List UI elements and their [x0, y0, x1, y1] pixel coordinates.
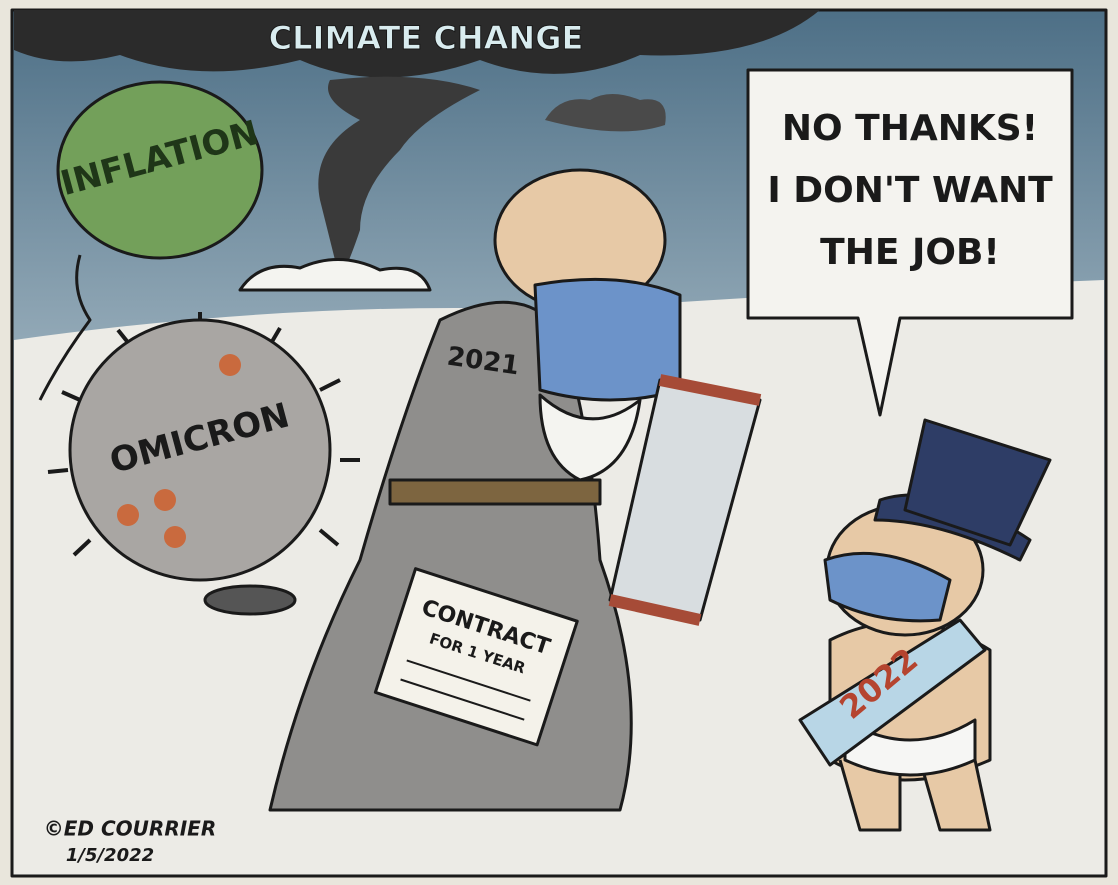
- virus-dot: [219, 354, 241, 376]
- signature: ©ED COURRIER: [44, 817, 216, 841]
- speech-line: I DON'T WANT: [767, 170, 1053, 211]
- speech-line: NO THANKS!: [782, 108, 1038, 149]
- virus-dot: [117, 504, 139, 526]
- cartoon: CLIMATE CHANGE INFLATION OMICRON 2021 CO…: [0, 0, 1118, 885]
- banner: CLIMATE CHANGE: [269, 19, 584, 57]
- virus-dot: [154, 489, 176, 511]
- virus-foot: [205, 586, 295, 614]
- signature-date: 1/5/2022: [66, 845, 154, 866]
- virus-dot: [164, 526, 186, 548]
- belt: [390, 480, 600, 504]
- speech-line: THE JOB!: [820, 232, 1000, 273]
